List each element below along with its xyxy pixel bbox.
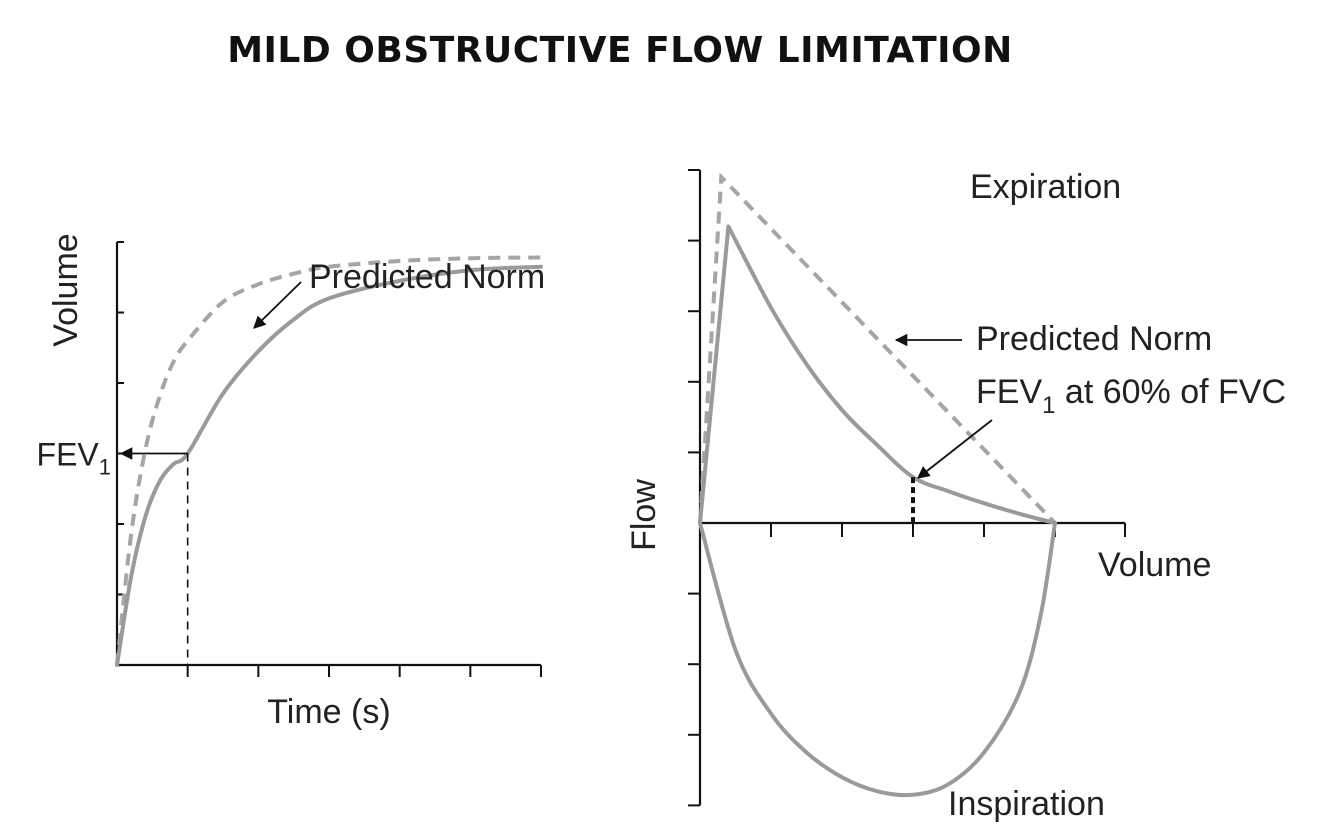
series-measured xyxy=(115,264,543,667)
volume-time-chart: FEV1 Time (s) Volume Predicted Norm xyxy=(37,233,546,731)
x-axis-label: Volume xyxy=(1098,546,1211,584)
flow-volume-chart: FEV1 at 60% of FVC Predicted Norm Expirati… xyxy=(625,168,1286,823)
predicted-norm-label: Predicted Norm xyxy=(309,258,545,296)
x-axis-label: Time (s) xyxy=(267,693,390,731)
y-axis-label: Flow xyxy=(625,479,663,551)
series-predicted-norm xyxy=(115,255,542,666)
fev1-tick-label: FEV1 xyxy=(37,437,111,480)
expiration-label: Expiration xyxy=(970,168,1121,206)
series-predicted-norm xyxy=(698,172,1057,525)
fev1-60-pointer xyxy=(917,419,993,479)
series-expiration xyxy=(698,224,1057,525)
series-inspiration xyxy=(698,521,1057,798)
figure-title: MILD OBSTRUCTIVE FLOW LIMITATION xyxy=(227,30,1013,71)
y-axis-label: Volume xyxy=(47,233,85,346)
predicted-norm-label: Predicted Norm xyxy=(976,320,1212,358)
predicted-norm-pointer xyxy=(253,281,302,329)
inspiration-label: Inspiration xyxy=(948,785,1105,823)
fev1-60-label: FEV1 at 60% of FVC xyxy=(976,373,1286,419)
